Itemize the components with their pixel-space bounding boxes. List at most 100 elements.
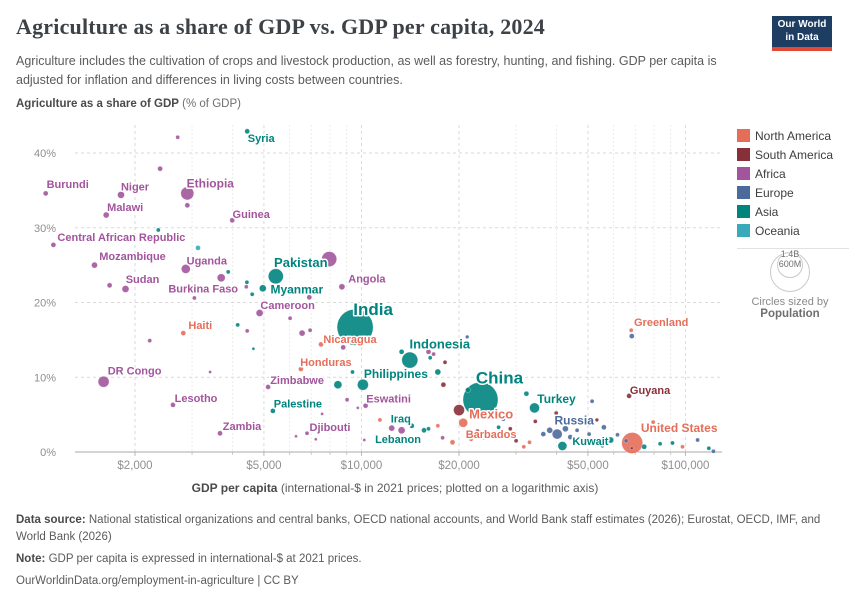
country-dot[interactable] (195, 245, 201, 251)
country-dot-guyana[interactable] (626, 393, 632, 399)
country-label-djibouti[interactable]: Djibouti (308, 421, 352, 436)
country-dot[interactable] (540, 431, 547, 437)
country-dot-malawi[interactable] (102, 211, 110, 219)
country-dot[interactable] (249, 291, 255, 297)
country-label-burkina-faso[interactable]: Burkina Faso (167, 282, 240, 297)
country-dot[interactable] (362, 438, 367, 442)
country-label-angola[interactable]: Angola (347, 272, 388, 287)
country-dot-mozambique[interactable] (91, 261, 98, 269)
country-dot-iraq[interactable] (408, 422, 415, 429)
scatter-plot[interactable]: $2,000 $5,000 $10,000 $20,000 $50,000 $100,00… (0, 0, 850, 505)
country-label-lesotho[interactable]: Lesotho (173, 391, 219, 406)
country-dot-lesotho[interactable] (170, 402, 176, 408)
legend-item-oceania[interactable]: Oceania (737, 221, 849, 240)
country-dot[interactable] (175, 135, 180, 140)
country-label-indonesia[interactable]: Indonesia (408, 335, 472, 353)
country-dot-barbados[interactable] (468, 436, 474, 442)
country-dot[interactable] (106, 282, 113, 289)
country-dot[interactable] (657, 441, 663, 447)
country-dot-pakistan[interactable] (267, 268, 284, 285)
country-dot[interactable] (440, 381, 447, 388)
country-dot[interactable] (398, 348, 405, 355)
country-dot[interactable] (615, 432, 620, 438)
country-dot[interactable] (670, 440, 675, 446)
country-label-ethiopia[interactable]: Ethiopia (185, 175, 236, 192)
country-dot[interactable] (650, 419, 656, 425)
country-dot[interactable] (481, 435, 486, 441)
country-dot[interactable] (589, 398, 595, 404)
country-dot[interactable] (600, 443, 605, 449)
country-dot[interactable] (523, 390, 530, 397)
country-dot-central-african-republic[interactable] (50, 242, 57, 248)
country-dot[interactable] (711, 448, 716, 454)
legend-item-asia[interactable]: Asia (737, 202, 849, 221)
country-dot-zimbabwe[interactable] (265, 384, 271, 390)
country-dot[interactable] (532, 419, 538, 424)
country-dot[interactable] (388, 377, 393, 383)
country-dot[interactable] (601, 424, 607, 431)
country-label-burundi[interactable]: Burundi (45, 178, 90, 193)
country-label-malawi[interactable]: Malawi (106, 200, 145, 215)
country-dot[interactable] (426, 426, 431, 432)
country-dot[interactable] (320, 412, 324, 416)
country-dot[interactable] (623, 438, 629, 444)
country-dot[interactable] (465, 334, 470, 340)
country-label-eswatini[interactable]: Eswatini (365, 392, 413, 407)
country-label-guyana[interactable]: Guyana (628, 383, 672, 398)
owid-logo[interactable]: Our World in Data (772, 16, 832, 51)
country-dot[interactable] (259, 300, 265, 306)
country-dot[interactable] (490, 430, 495, 436)
country-dot[interactable] (397, 426, 406, 435)
country-dot[interactable] (567, 434, 574, 440)
country-dot[interactable] (156, 227, 161, 233)
country-dot[interactable] (192, 295, 197, 301)
country-dot[interactable] (298, 329, 306, 337)
country-dot[interactable] (628, 333, 635, 339)
country-label-pakistan[interactable]: Pakistan (273, 253, 330, 271)
country-dot-turkey[interactable] (529, 402, 540, 414)
country-dot[interactable] (435, 423, 441, 429)
country-dot[interactable] (388, 424, 396, 432)
country-dot[interactable] (225, 269, 231, 275)
country-dot[interactable] (251, 346, 256, 351)
country-dot[interactable] (442, 359, 448, 365)
country-dot-guinea[interactable] (229, 217, 235, 224)
country-dot[interactable] (629, 446, 634, 451)
country-label-myanmar[interactable]: Myanmar (269, 281, 325, 298)
country-dot[interactable] (440, 435, 445, 441)
country-dot-china[interactable] (462, 381, 499, 418)
country-dot-lebanon[interactable] (421, 427, 427, 434)
country-label-nicaragua[interactable]: Nicaragua (322, 333, 379, 348)
country-label-haiti[interactable]: Haiti (187, 319, 214, 334)
country-label-iraq[interactable]: Iraq (389, 412, 412, 427)
country-dot-nicaragua[interactable] (318, 341, 324, 348)
country-dot[interactable] (594, 417, 600, 423)
country-label-niger[interactable]: Niger (119, 180, 151, 195)
country-dot-mexico[interactable] (458, 417, 469, 428)
country-label-zimbabwe[interactable]: Zimbabwe (269, 373, 326, 388)
country-dot-palestine[interactable] (270, 408, 276, 414)
country-dot-indonesia[interactable] (401, 351, 419, 369)
country-dot-dr-congo[interactable] (97, 375, 110, 388)
country-label-russia[interactable]: Russia (553, 412, 596, 429)
country-dot[interactable] (294, 434, 298, 439)
country-dot[interactable] (377, 417, 383, 423)
country-label-united-states[interactable]: United States (639, 420, 719, 437)
country-dot-niger[interactable] (117, 191, 125, 199)
country-dot[interactable] (581, 441, 586, 447)
country-dot[interactable] (500, 416, 506, 422)
country-dot[interactable] (147, 338, 152, 343)
country-dot-angola[interactable] (338, 283, 346, 291)
country-dot[interactable] (244, 284, 249, 290)
country-label-cameroon[interactable]: Cameroon (259, 298, 317, 313)
country-dot-united-states[interactable] (621, 432, 644, 454)
country-dot[interactable] (157, 165, 163, 172)
country-label-uganda[interactable]: Uganda (185, 254, 229, 269)
country-dot[interactable] (306, 294, 313, 301)
legend-item-south-america[interactable]: South America (737, 145, 849, 164)
country-dot-haiti[interactable] (180, 330, 187, 336)
country-label-central-african-republic[interactable]: Central African Republic (56, 230, 187, 245)
country-dot[interactable] (331, 423, 335, 427)
country-dot[interactable] (427, 355, 433, 361)
country-dot[interactable] (431, 351, 436, 357)
